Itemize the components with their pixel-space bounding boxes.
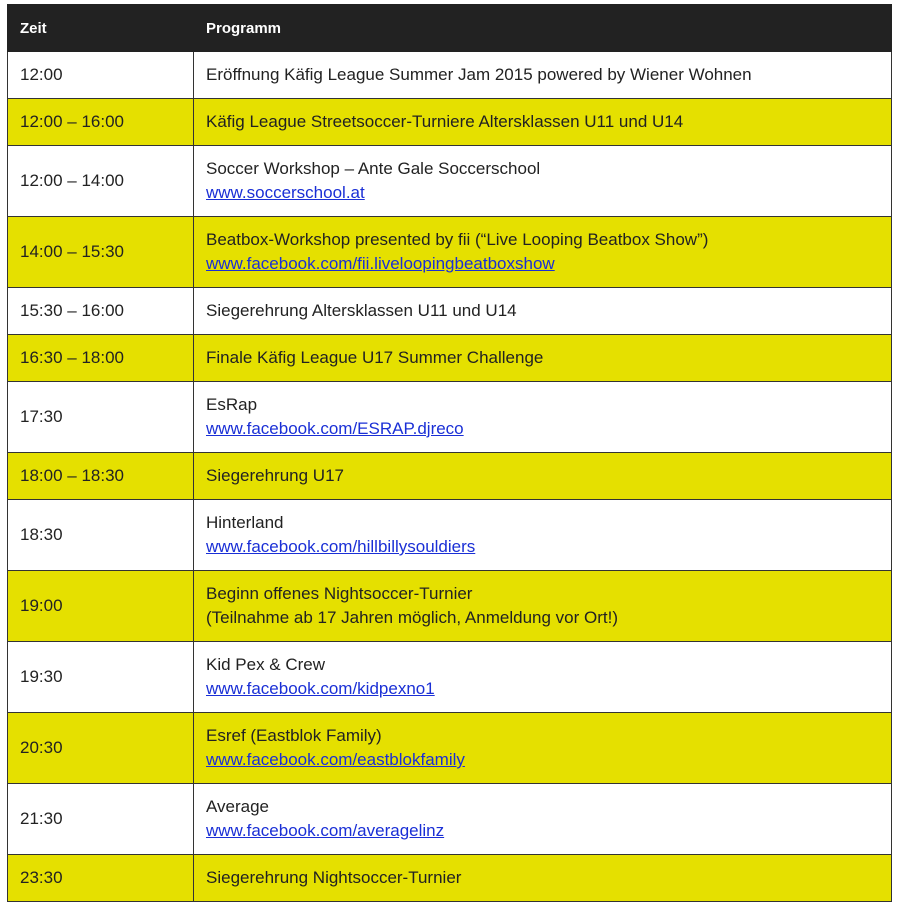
program-link[interactable]: www.facebook.com/ESRAP.djreco	[206, 419, 464, 438]
program-cell: Soccer Workshop – Ante Gale Soccerschool…	[193, 145, 892, 217]
program-link[interactable]: www.facebook.com/averagelinz	[206, 821, 445, 840]
table-row: 17:30 EsRap www.facebook.com/ESRAP.djreco	[7, 381, 892, 453]
table-row: 21:30 Average www.facebook.com/averagelin…	[7, 783, 892, 855]
table-row: 23:30 Siegerehrung Nightsoccer-Turnier	[7, 854, 892, 902]
program-link[interactable]: www.facebook.com/fii.liveloopingbeatboxs…	[206, 254, 555, 273]
program-title: Siegerehrung U17	[206, 466, 344, 485]
program-cell: Siegerehrung Nightsoccer-Turnier	[193, 854, 892, 902]
program-cell: Finale Käfig League U17 Summer Challenge	[193, 334, 892, 382]
time-cell: 18:00 – 18:30	[7, 452, 194, 500]
program-link[interactable]: www.soccerschool.at	[206, 183, 365, 202]
program-cell: Beatbox-Workshop presented by fii (“Live…	[193, 216, 892, 288]
program-title: Beatbox-Workshop presented by fii (“Live…	[206, 230, 709, 249]
program-cell: Beginn offenes Nightsoccer-Turnier (Teiln…	[193, 570, 892, 642]
table-row: 19:30 Kid Pex & Crew www.facebook.com/kid…	[7, 641, 892, 713]
time-cell: 23:30	[7, 854, 194, 902]
time-cell: 15:30 – 16:00	[7, 287, 194, 335]
table-row: 15:30 – 16:00 Siegerehrung Altersklassen…	[7, 287, 892, 335]
table-header: Zeit Programm	[7, 4, 892, 52]
table-row: 19:00 Beginn offenes Nightsoccer-Turnier…	[7, 570, 892, 642]
time-cell: 14:00 – 15:30	[7, 216, 194, 288]
program-title: Siegerehrung Altersklassen U11 und U14	[206, 301, 517, 320]
time-cell: 20:30	[7, 712, 194, 784]
table-row: 20:30 Esref (Eastblok Family) www.faceboo…	[7, 712, 892, 784]
program-title: Soccer Workshop – Ante Gale Soccerschool	[206, 159, 541, 178]
table-row: 12:00 – 14:00 Soccer Workshop – Ante Gal…	[7, 145, 892, 217]
program-title: EsRap	[206, 395, 258, 414]
program-title: Eröffnung Käfig League Summer Jam 2015 p…	[206, 65, 752, 84]
time-cell: 12:00	[7, 51, 194, 99]
table-row: 12:00 Eröffnung Käfig League Summer Jam …	[7, 51, 892, 99]
time-cell: 18:30	[7, 499, 194, 571]
program-cell: Eröffnung Käfig League Summer Jam 2015 p…	[193, 51, 892, 99]
program-title: Hinterland	[206, 513, 284, 532]
program-cell: Siegerehrung U17	[193, 452, 892, 500]
program-cell: Käfig League Streetsoccer-Turniere Alter…	[193, 98, 892, 146]
program-title: Average	[206, 797, 270, 816]
program-cell: EsRap www.facebook.com/ESRAP.djreco	[193, 381, 892, 453]
time-cell: 12:00 – 14:00	[7, 145, 194, 217]
time-cell: 19:00	[7, 570, 194, 642]
program-cell: Hinterland www.facebook.com/hillbillysoul…	[193, 499, 892, 571]
schedule-table: Zeit Programm 12:00 Eröffnung Käfig Leag…	[7, 4, 892, 902]
program-title: Siegerehrung Nightsoccer-Turnier	[206, 868, 462, 887]
program-note: (Teilnahme ab 17 Jahren möglich, Anmeldu…	[206, 608, 618, 627]
header-time: Zeit	[7, 4, 194, 52]
program-link[interactable]: www.facebook.com/kidpexno1	[206, 679, 435, 698]
program-cell: Average www.facebook.com/averagelinz	[193, 783, 892, 855]
program-cell: Siegerehrung Altersklassen U11 und U14	[193, 287, 892, 335]
time-cell: 16:30 – 18:00	[7, 334, 194, 382]
time-cell: 17:30	[7, 381, 194, 453]
program-title: Beginn offenes Nightsoccer-Turnier	[206, 584, 473, 603]
table-row: 18:30 Hinterland www.facebook.com/hillbil…	[7, 499, 892, 571]
table-row: 16:30 – 18:00 Finale Käfig League U17 Su…	[7, 334, 892, 382]
program-cell: Esref (Eastblok Family) www.facebook.com/…	[193, 712, 892, 784]
program-title: Käfig League Streetsoccer-Turniere Alter…	[206, 112, 684, 131]
program-title: Finale Käfig League U17 Summer Challenge	[206, 348, 544, 367]
program-title: Esref (Eastblok Family)	[206, 726, 382, 745]
table-row: 12:00 – 16:00 Käfig League Streetsoccer-…	[7, 98, 892, 146]
program-link[interactable]: www.facebook.com/hillbillysouldiers	[206, 537, 476, 556]
header-program: Programm	[193, 4, 892, 52]
table-row: 18:00 – 18:30 Siegerehrung U17	[7, 452, 892, 500]
program-title: Kid Pex & Crew	[206, 655, 326, 674]
time-cell: 12:00 – 16:00	[7, 98, 194, 146]
time-cell: 19:30	[7, 641, 194, 713]
time-cell: 21:30	[7, 783, 194, 855]
table-row: 14:00 – 15:30 Beatbox-Workshop presented…	[7, 216, 892, 288]
program-cell: Kid Pex & Crew www.facebook.com/kidpexno1	[193, 641, 892, 713]
program-link[interactable]: www.facebook.com/eastblokfamily	[206, 750, 465, 769]
